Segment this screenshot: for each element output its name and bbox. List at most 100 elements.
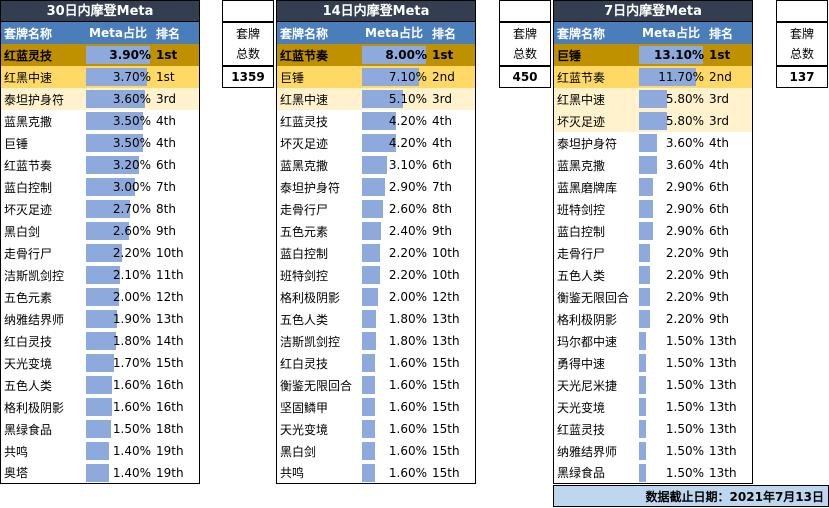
table-row: 纳雅结界师 1.90% 13th [0,308,200,330]
meta-share-value: 1.80% [388,334,427,348]
deck-total-box: 套牌 总数 450 [499,0,551,88]
deck-name: 共鸣 [280,466,305,480]
meta-share-bar [86,420,111,438]
meta-share-cell: 3.60% [83,88,153,110]
meta-share-value: 7.10% [388,70,427,84]
meta-share-bar [362,90,403,108]
deck-name: 坏灭足迹 [557,114,606,129]
meta-share-cell: 1.50% [636,330,706,352]
deck-name: 五色人类 [4,378,53,393]
deck-rank: 9th [709,268,729,282]
meta-share-cell: 2.10% [83,264,153,286]
deck-rank: 13th [432,334,460,348]
deck-name: 巨锤 [557,48,582,63]
deck-rank: 15th [156,356,184,370]
meta-share-value: 3.60% [665,158,704,172]
header-meta: Meta占比 [89,26,147,40]
meta-share-cell: 3.10% [359,154,429,176]
deck-name: 坏灭足迹 [280,136,329,151]
deck-name: 蓝白控制 [4,180,53,195]
meta-share-value: 1.50% [665,422,704,436]
meta-share-cell: 1.80% [359,330,429,352]
deck-total-label: 套牌 总数 [222,22,274,66]
deck-name: 巨锤 [4,136,29,151]
deck-name: 蓝白控制 [557,224,606,239]
deck-name: 蓝黑磨牌库 [557,180,618,195]
deck-total-value: 137 [776,66,828,88]
meta-share-bar [639,332,646,350]
table-row: 红白灵技 1.80% 14th [0,330,200,352]
table-row: 黑绿食品 1.50% 18th [0,418,200,440]
deck-rank: 19th [156,444,184,458]
meta-share-value: 1.50% [665,356,704,370]
meta-share-value: 1.70% [112,356,151,370]
meta-share-cell: 2.00% [359,286,429,308]
meta-share-value: 8.00% [385,48,427,62]
deck-rank: 1st [432,48,454,62]
deck-rank: 13th [709,334,737,348]
deck-rank: 19th [156,465,184,480]
meta-share-cell: 4.20% [359,110,429,132]
meta-share-value: 2.10% [112,268,151,282]
meta-share-bar [362,112,396,130]
table-row: 天光尼米捷 1.50% 13th [553,374,753,396]
deck-rank: 13th [709,400,737,414]
table-row: 红蓝灵技 4.20% 4th [276,110,476,132]
meta-share-cell: 11.70% [636,66,706,88]
meta-share-cell: 2.20% [636,286,706,308]
deck-name: 黑白剑 [280,444,317,459]
meta-share-value: 3.70% [112,70,151,84]
meta-share-value: 2.20% [388,246,427,260]
table-row: 五色元素 2.00% 12th [0,286,200,308]
meta-share-value: 1.40% [112,444,151,458]
meta-share-value: 2.90% [388,180,427,194]
deck-name: 红蓝灵技 [4,48,53,63]
meta-share-bar [86,244,122,262]
meta-share-value: 1.50% [112,422,151,436]
header-meta: Meta占比 [642,26,700,40]
table-row: 黑白剑 1.60% 15th [276,440,476,462]
table-row: 蓝白控制 2.20% 10th [276,242,476,264]
meta-share-value: 1.80% [388,312,427,326]
table-row: 泰坦护身符 3.60% 3rd [0,88,200,110]
meta-share-value: 3.90% [109,48,151,62]
meta-share-cell: 1.60% [359,396,429,418]
meta-share-cell: 1.60% [359,374,429,396]
table-row: 共鸣 1.40% 19th [0,440,200,462]
deck-name: 走骨行尸 [557,246,606,261]
header-name: 套牌名称 [280,26,329,41]
deck-total-box: 套牌 总数 1359 [222,0,274,88]
meta-share-cell: 2.20% [636,242,706,264]
deck-total-label-line: 套牌 [512,27,537,41]
meta-share-bar [362,266,380,284]
meta-share-value: 2.90% [665,180,704,194]
meta-share-value: 2.90% [665,202,704,216]
meta-share-bar [86,46,150,64]
meta-share-cell: 1.50% [636,462,706,484]
table-row: 五色人类 1.80% 13th [276,308,476,330]
deck-rank: 9th [156,224,176,238]
deck-name: 衡鉴无限回合 [557,290,630,305]
meta-share-value: 2.00% [112,290,151,304]
total-box-spacer [222,0,274,22]
data-cutoff-date: 数据截止日期：2021年7月13日 [553,485,829,507]
meta-share-cell: 1.50% [636,440,706,462]
deck-rank: 4th [156,136,176,150]
deck-rank: 3rd [709,114,729,128]
deck-name: 格利极阴影 [4,400,65,415]
deck-rank: 6th [156,158,176,172]
meta-share-value: 2.20% [665,246,704,260]
deck-rank: 15th [432,444,460,458]
deck-total-label-line: 总数 [235,47,260,61]
table-row: 红黑中速 5.80% 3rd [553,88,753,110]
meta-share-value: 1.60% [112,378,151,392]
table-row: 走骨行尸 2.20% 9th [553,242,753,264]
meta-share-cell: 1.90% [83,308,153,330]
table-row: 五色元素 2.40% 9th [276,220,476,242]
deck-rank: 3rd [156,92,176,106]
meta-share-cell: 1.40% [83,462,153,484]
meta-share-bar [362,46,426,64]
table-row: 坏灭足迹 4.20% 4th [276,132,476,154]
meta-share-value: 5.80% [665,92,704,106]
meta-share-cell: 2.20% [636,308,706,330]
